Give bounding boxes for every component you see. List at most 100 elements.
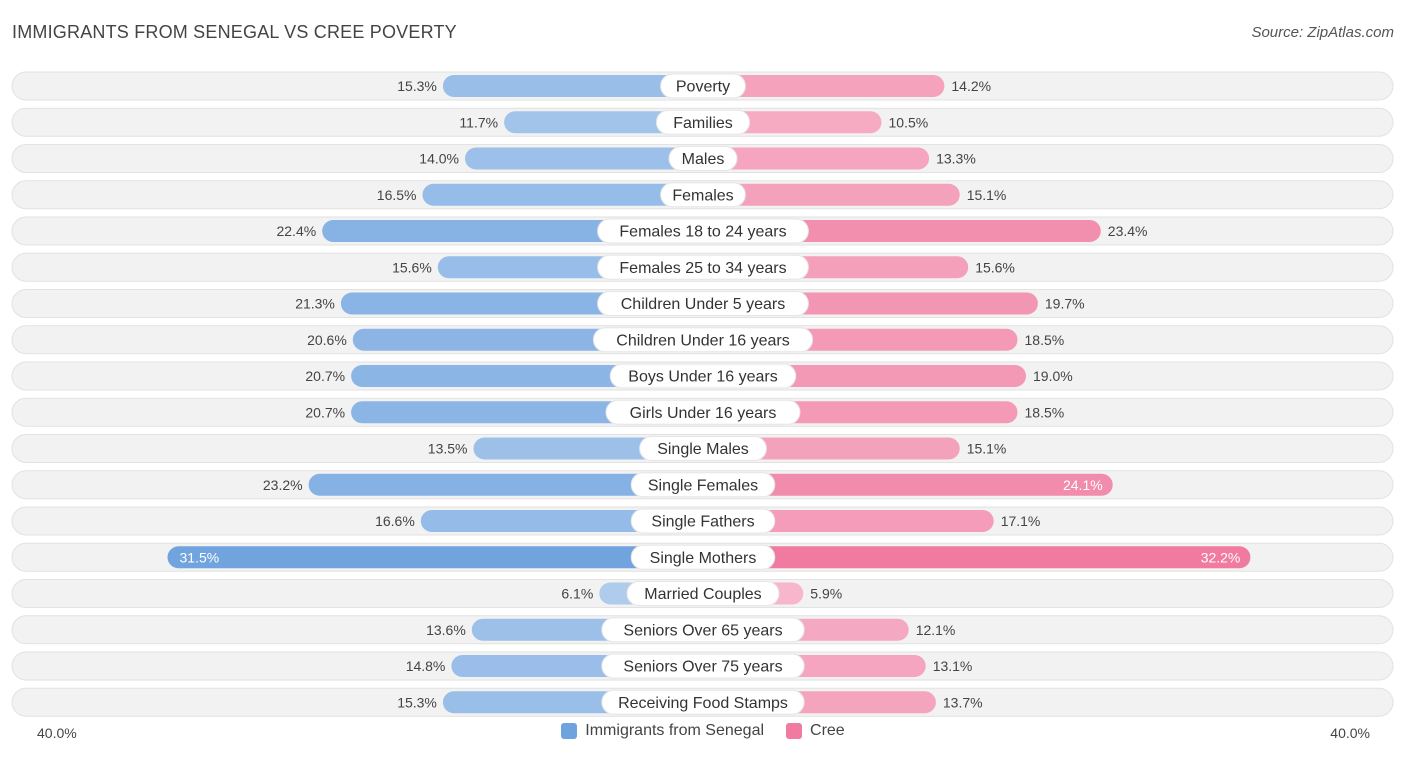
value-label-cree: 24.1%	[1063, 477, 1103, 493]
value-label-senegal: 11.7%	[459, 114, 498, 130]
category-label: Children Under 16 years	[616, 332, 789, 349]
chart-row: 15.3% 13.7% Receiving Food Stamps	[11, 687, 1394, 717]
value-label-senegal: 14.0%	[419, 151, 459, 167]
value-label-cree: 12.1%	[916, 622, 956, 638]
bar-senegal[interactable]	[442, 75, 703, 97]
bar-cree[interactable]	[703, 473, 1113, 496]
chart-row: 13.6% 12.1% Seniors Over 65 years	[11, 615, 1394, 645]
category-label: Seniors Over 75 years	[623, 659, 782, 676]
category-label: Single Mothers	[650, 550, 757, 567]
category-pill	[630, 472, 776, 498]
chart-row: 20.6% 18.5% Children Under 16 years	[11, 325, 1394, 355]
chart-row: 14.8% 13.1% Seniors Over 75 years	[11, 651, 1394, 681]
category-label: Receiving Food Stamps	[618, 695, 788, 712]
chart-row: 14.0% 13.3% Males	[11, 144, 1394, 173]
value-label-cree: 13.7%	[943, 694, 983, 710]
bar-cree[interactable]	[703, 75, 945, 97]
value-label-senegal: 15.3%	[397, 694, 437, 710]
chart-row: 15.6% 15.6% Females 25 to 34 years	[11, 252, 1394, 282]
value-label-senegal: 15.6%	[392, 259, 432, 275]
category-pill	[660, 182, 746, 208]
chart-row: 16.6% 17.1% Single Fathers	[11, 506, 1394, 536]
category-pill	[597, 218, 809, 244]
bar-senegal[interactable]	[167, 546, 704, 569]
value-label-cree: 18.5%	[1025, 404, 1065, 420]
value-label-cree: 32.2%	[1201, 549, 1241, 565]
value-label-cree: 14.2%	[951, 78, 991, 94]
chart-row: 15.3% 14.2% Poverty	[11, 71, 1394, 101]
value-label-cree: 17.1%	[1001, 513, 1041, 529]
chart-row: 6.1% 5.9% Married Couples	[11, 579, 1394, 608]
bar-cree[interactable]	[703, 510, 994, 532]
bar-cree[interactable]	[703, 183, 960, 206]
legend-swatch-senegal	[561, 723, 578, 739]
bar-senegal[interactable]	[308, 473, 703, 496]
chart-row: 23.2% 24.1% Single Females	[11, 470, 1394, 500]
bar-senegal[interactable]	[422, 183, 704, 206]
value-label-senegal: 6.1%	[561, 586, 593, 602]
legend-item-cree[interactable]: Cree	[786, 722, 845, 740]
chart-title: IMMIGRANTS FROM SENEGAL VS CREE POVERTY	[12, 22, 457, 42]
value-label-cree: 10.5%	[889, 114, 929, 130]
value-label-cree: 13.1%	[933, 658, 973, 674]
category-label: Single Females	[648, 477, 758, 494]
chart-row: 13.5% 15.1% Single Males	[11, 434, 1394, 463]
category-label: Single Fathers	[651, 514, 754, 531]
bar-cree[interactable]	[703, 437, 960, 460]
category-pill	[668, 146, 738, 171]
category-label: Poverty	[676, 79, 730, 96]
value-label-senegal: 13.6%	[426, 622, 466, 638]
legend-swatch-cree	[786, 723, 803, 739]
value-label-senegal: 22.4%	[276, 223, 316, 239]
axis-label-left: 40.0%	[37, 725, 77, 741]
category-label: Families	[673, 115, 733, 132]
value-label-senegal: 15.3%	[397, 78, 437, 94]
bar-senegal[interactable]	[504, 111, 703, 134]
chart-row: 31.5% 32.2% Single Mothers	[11, 542, 1394, 572]
category-label: Seniors Over 65 years	[623, 622, 782, 639]
legend-item-senegal[interactable]: Immigrants from Senegal	[561, 722, 764, 740]
value-label-cree: 15.1%	[967, 187, 1007, 203]
chart-row: 20.7% 19.0% Boys Under 16 years	[11, 361, 1394, 391]
value-label-senegal: 20.7%	[305, 404, 345, 420]
category-pill	[592, 327, 814, 353]
value-label-cree: 19.0%	[1033, 368, 1073, 384]
value-label-senegal: 14.8%	[406, 658, 446, 674]
category-pill	[626, 581, 780, 606]
category-label: Girls Under 16 years	[630, 405, 777, 422]
category-pill	[660, 73, 746, 99]
legend: Immigrants from Senegal Cree	[0, 722, 1406, 740]
category-label: Females 18 to 24 years	[619, 224, 786, 241]
value-label-senegal: 23.2%	[263, 477, 303, 493]
category-label: Females	[672, 187, 733, 204]
bar-senegal[interactable]	[465, 147, 703, 170]
category-label: Single Males	[657, 441, 749, 458]
value-label-cree: 5.9%	[810, 586, 842, 602]
category-pill	[597, 291, 809, 316]
chart-row: 20.7% 18.5% Girls Under 16 years	[11, 397, 1394, 427]
category-pill	[655, 109, 751, 135]
value-label-senegal: 16.5%	[377, 187, 417, 203]
category-label: Males	[682, 151, 725, 168]
bar-cree[interactable]	[703, 147, 930, 170]
chart-row: 22.4% 23.4% Females 18 to 24 years	[11, 216, 1394, 246]
category-pill	[630, 544, 776, 570]
category-pill	[601, 653, 805, 679]
axis-label-right: 40.0%	[1330, 725, 1370, 741]
category-pill	[630, 508, 776, 534]
value-label-cree: 13.3%	[936, 151, 976, 167]
category-pill	[601, 689, 805, 715]
value-label-cree: 19.7%	[1045, 296, 1085, 312]
value-label-senegal: 31.5%	[180, 549, 220, 565]
category-pill	[605, 399, 801, 425]
value-label-cree: 15.1%	[967, 441, 1007, 457]
value-label-cree: 18.5%	[1025, 332, 1065, 348]
bar-cree[interactable]	[703, 546, 1251, 569]
category-label: Boys Under 16 years	[628, 369, 777, 386]
value-label-cree: 23.4%	[1108, 223, 1148, 239]
category-label: Children Under 5 years	[621, 296, 786, 313]
category-pill	[639, 436, 767, 461]
value-label-cree: 15.6%	[975, 259, 1015, 275]
chart-row: 16.5% 15.1% Females	[11, 180, 1394, 210]
